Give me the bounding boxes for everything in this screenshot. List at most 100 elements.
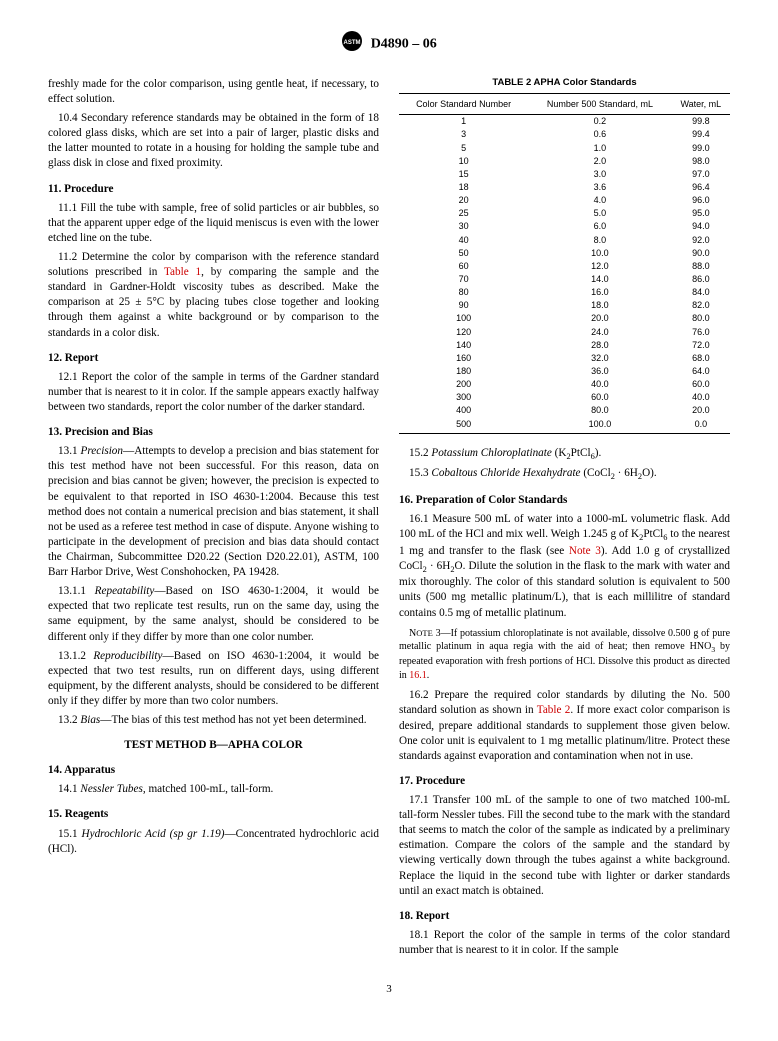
table-cell: 96.4 [672, 181, 730, 194]
nessler-label: Nessler Tubes, [80, 783, 145, 795]
table-cell: 200 [399, 378, 528, 391]
para-13-1-1: 13.1.1 Repeatability—Based on ISO 4630-1… [48, 584, 379, 644]
table-cell: 8.0 [528, 233, 672, 246]
table-row: 7014.086.0 [399, 273, 730, 286]
table-cell: 30 [399, 220, 528, 233]
table-cell: 0.0 [672, 417, 730, 433]
section-14-head: 14. Apparatus [48, 763, 379, 778]
table-cell: 90 [399, 299, 528, 312]
table-row: 18036.064.0 [399, 365, 730, 378]
section-15-head: 15. Reagents [48, 807, 379, 822]
note-3: NOTE 3—If potassium chloroplatinate is n… [399, 627, 730, 683]
table-cell: 10.0 [528, 246, 672, 259]
table-cell: 14.0 [528, 273, 672, 286]
para-13-1-1-num: 13.1.1 [58, 585, 95, 597]
table-cell: 20 [399, 194, 528, 207]
table-cell: 140 [399, 338, 528, 351]
table-cell: 18 [399, 181, 528, 194]
table-cell: 40.0 [528, 378, 672, 391]
table-2-h1: Color Standard Number [399, 93, 528, 114]
para-16-1e: · 6H [427, 560, 451, 572]
table-cell: 64.0 [672, 365, 730, 378]
table-row: 40080.020.0 [399, 404, 730, 417]
para-11-1: 11.1 Fill the tube with sample, free of … [48, 201, 379, 246]
table-cell: 99.0 [672, 141, 730, 154]
table-row: 10.299.8 [399, 114, 730, 128]
note-3-body-a: 3—If potassium chloroplatinate is not av… [399, 628, 730, 653]
section-16-head: 16. Preparation of Color Standards [399, 493, 730, 508]
table-cell: 15 [399, 167, 528, 180]
table-cell: 300 [399, 391, 528, 404]
para-13-1-2: 13.1.2 Reproducibility—Based on ISO 4630… [48, 649, 379, 709]
para-15-2-c: PtCl [571, 447, 591, 459]
table-cell: 10 [399, 154, 528, 167]
table-cell: 0.2 [528, 114, 672, 128]
section-13-head: 13. Precision and Bias [48, 425, 379, 440]
table-row: 500100.00.0 [399, 417, 730, 433]
table-row: 5010.090.0 [399, 246, 730, 259]
table-row: 6012.088.0 [399, 259, 730, 272]
table-row: 14028.072.0 [399, 338, 730, 351]
repeatability-label: Repeatability [95, 585, 155, 597]
table-cell: 84.0 [672, 286, 730, 299]
table-cell: 5.0 [528, 207, 672, 220]
table-cell: 96.0 [672, 194, 730, 207]
table-cell: 72.0 [672, 338, 730, 351]
table-cell: 60 [399, 259, 528, 272]
table-2-header-row: Color Standard Number Number 500 Standar… [399, 93, 730, 114]
table-cell: 25 [399, 207, 528, 220]
table-cell: 180 [399, 365, 528, 378]
table-cell: 70 [399, 273, 528, 286]
table-cell: 20.0 [672, 404, 730, 417]
note-16-1-link[interactable]: 16.1 [409, 670, 427, 681]
table-cell: 90.0 [672, 246, 730, 259]
para-13-2-num: 13.2 [58, 714, 80, 726]
table-row: 204.096.0 [399, 194, 730, 207]
para-16-1: 16.1 Measure 500 mL of water into a 1000… [399, 512, 730, 621]
table-cell: 3 [399, 128, 528, 141]
table-cell: 20.0 [528, 312, 672, 325]
note3-link[interactable]: Note 3 [569, 545, 601, 557]
para-14-1-num: 14.1 [58, 783, 80, 795]
table-row: 12024.076.0 [399, 325, 730, 338]
table-cell: 100 [399, 312, 528, 325]
table-row: 408.092.0 [399, 233, 730, 246]
table-cell: 76.0 [672, 325, 730, 338]
table-cell: 40.0 [672, 391, 730, 404]
table-row: 20040.060.0 [399, 378, 730, 391]
table-cell: 80.0 [528, 404, 672, 417]
para-10-4: 10.4 Secondary reference standards may b… [48, 111, 379, 171]
para-15-3-d: O). [642, 467, 657, 479]
table-cell: 50 [399, 246, 528, 259]
table-cell: 400 [399, 404, 528, 417]
page: ASTM D4890 – 06 freshly made for the col… [0, 0, 778, 1027]
para-16-1b: PtCl [643, 528, 663, 540]
para-13-2: 13.2 Bias—The bias of this test method h… [48, 713, 379, 728]
section-11-head: 11. Procedure [48, 182, 379, 197]
para-13-2-body: —The bias of this test method has not ye… [100, 714, 366, 726]
table-cell: 6.0 [528, 220, 672, 233]
table-cell: 1.0 [528, 141, 672, 154]
table-cell: 32.0 [528, 351, 672, 364]
two-column-layout: freshly made for the color comparison, u… [48, 77, 730, 962]
table-cell: 3.0 [528, 167, 672, 180]
table-cell: 88.0 [672, 259, 730, 272]
para-14-1-body: matched 100-mL, tall-form. [146, 783, 274, 795]
table-cell: 28.0 [528, 338, 672, 351]
section-12-head: 12. Report [48, 351, 379, 366]
table-cell: 4.0 [528, 194, 672, 207]
potassium-label: Potassium Chloroplatinate [431, 447, 551, 459]
para-14-1: 14.1 Nessler Tubes, matched 100-mL, tall… [48, 782, 379, 797]
para-11-2: 11.2 Determine the color by comparison w… [48, 250, 379, 341]
table2-link[interactable]: Table 2 [537, 704, 571, 716]
table-cell: 82.0 [672, 299, 730, 312]
table-cell: 5 [399, 141, 528, 154]
table-cell: 95.0 [672, 207, 730, 220]
right-column: TABLE 2 APHA Color Standards Color Stand… [399, 77, 730, 962]
para-15-3-b: (CoCl [581, 467, 611, 479]
para-15-1: 15.1 Hydrochloric Acid (sp gr 1.19)—Conc… [48, 827, 379, 857]
table1-link[interactable]: Table 1 [164, 266, 201, 278]
table-row: 255.095.0 [399, 207, 730, 220]
table-row: 30.699.4 [399, 128, 730, 141]
section-17-head: 17. Procedure [399, 774, 730, 789]
